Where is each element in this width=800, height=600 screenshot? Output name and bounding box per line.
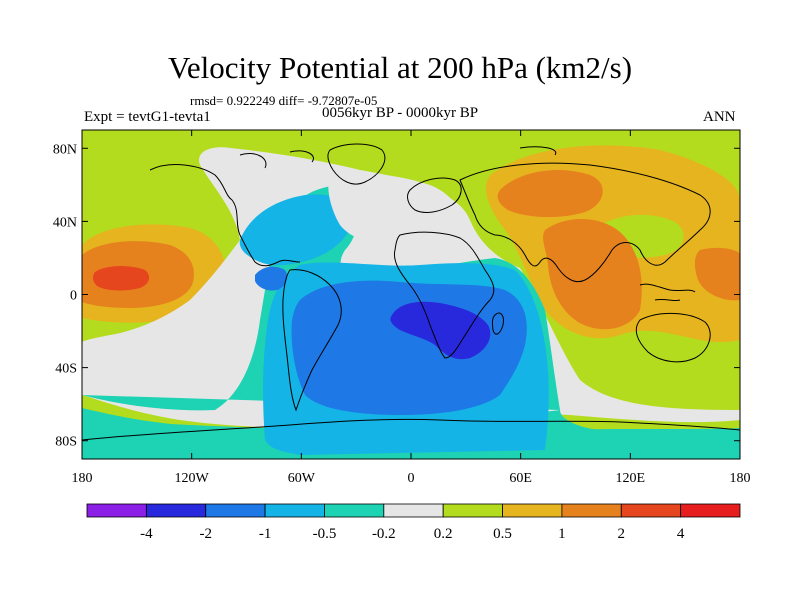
lon-tick-label: 120E (616, 471, 646, 486)
colorbar: -4 -2 -1 -0.5 -0.2 0.2 0.5 1 2 4 (86, 503, 741, 542)
stats-line: rmsd= 0.922249 diff= -9.72807e-05 (190, 93, 378, 108)
colorbar-label: 0.2 (434, 526, 453, 542)
colorbar-swatch (324, 503, 385, 518)
lat-tick-label: 40N (53, 215, 77, 230)
contour-fill (82, 130, 740, 459)
coastline-europe (407, 177, 462, 213)
lon-tick-label: 0 (408, 471, 415, 486)
coastline-south-america (282, 269, 342, 412)
coastline-australia (635, 312, 711, 363)
colorbar-label: -4 (140, 526, 153, 542)
coastline-north-america (149, 164, 301, 267)
contour-band-1-2-east-asia (497, 170, 603, 218)
colorbar-label: -0.5 (313, 526, 337, 542)
coastline-arctic-islands (239, 146, 557, 169)
contour-band-neg-2-1 (291, 280, 527, 415)
latitude-axis: 80N 40N 0 40S 80S (53, 142, 740, 450)
lon-tick-label: 60W (288, 471, 316, 486)
lat-tick-label: 80N (53, 142, 77, 157)
colorbar-swatch (145, 503, 207, 518)
coastline-madagascar (491, 312, 504, 335)
lon-tick-label: 120W (175, 471, 210, 486)
coastlines (82, 143, 740, 441)
coastline-maritime-continent (639, 283, 696, 302)
colorbar-swatch (620, 503, 682, 518)
colorbar-label: 4 (677, 526, 685, 542)
lat-tick-label: 80S (55, 435, 77, 450)
colorbar-swatch (442, 503, 503, 518)
coastline-greenland (327, 143, 386, 185)
lon-tick-label: 60E (509, 471, 532, 486)
contour-band-neg-1-0.5-north (239, 194, 353, 266)
contour-band-1-2-asia (543, 218, 642, 330)
contour-band-1-2-pacific (694, 247, 740, 301)
coastline-antarctica (82, 418, 740, 441)
colorbar-swatch (86, 503, 147, 518)
contour-band-neg-4-2 (390, 301, 491, 360)
contour-band-neg-2-1-caribbean (255, 266, 288, 291)
contour-band-neutral-atlantic (328, 173, 462, 250)
colorbar-swatch (561, 503, 622, 518)
coastline-africa (393, 231, 495, 359)
coastline-asia (459, 162, 711, 283)
contour-band-neutral-west-wedge (82, 240, 271, 395)
lon-tick-label: 180 (72, 471, 93, 486)
colorbar-label: -1 (259, 526, 272, 542)
colorbar-label: -0.2 (372, 526, 396, 542)
period-label: 0056kyr BP - 0000kyr BP (322, 105, 479, 121)
colorbar-swatch (383, 503, 444, 518)
colorbar-swatch (205, 503, 266, 518)
season-label: ANN (703, 109, 736, 125)
colorbar-swatch (502, 503, 563, 518)
lat-tick-label: 0 (70, 289, 77, 304)
chart-title: Velocity Potential at 200 hPa (km2/s) (167, 50, 633, 85)
contour-band-2-4-west (92, 266, 150, 291)
lon-tick-label: 180 (730, 471, 751, 486)
colorbar-label: 1 (558, 526, 566, 542)
colorbar-swatch (680, 503, 741, 518)
colorbar-label: 0.5 (493, 526, 512, 542)
longitude-axis: 180 120W 60W 0 60E 120E 180 (72, 130, 751, 486)
colorbar-label: -2 (199, 526, 212, 542)
colorbar-swatch (264, 503, 325, 518)
experiment-label: Expt = tevtG1-tevta1 (84, 109, 211, 125)
colorbar-label: 2 (618, 526, 626, 542)
lat-tick-label: 40S (55, 362, 77, 377)
